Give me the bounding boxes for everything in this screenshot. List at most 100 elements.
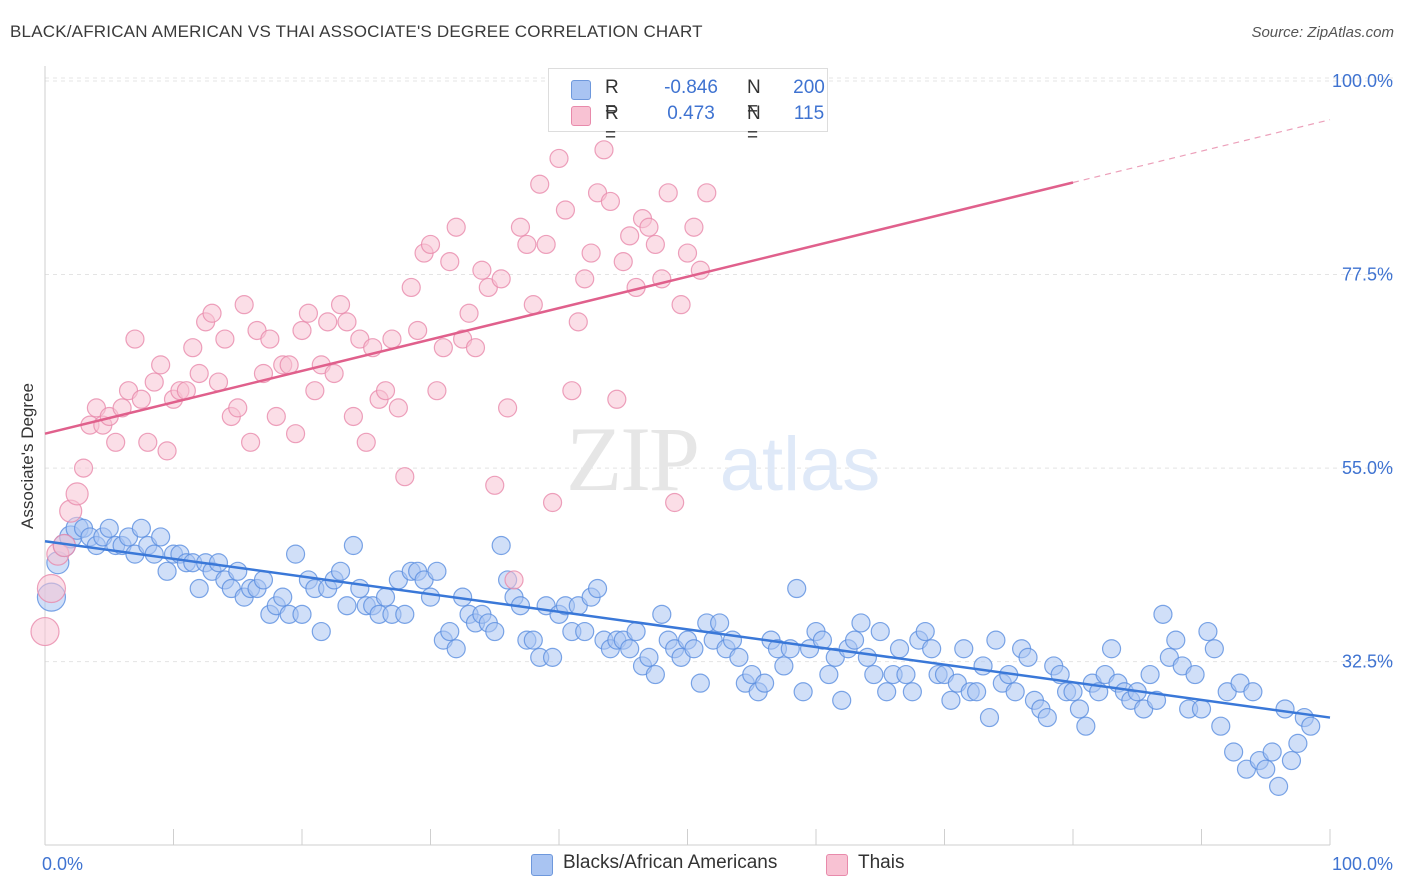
data-point [819,664,839,685]
data-point [491,269,511,289]
series-1 [30,140,717,647]
chart-title: BLACK/AFRICAN AMERICAN VS THAI ASSOCIATE… [10,22,703,41]
data-point [427,381,447,401]
data-point [36,573,67,604]
data-point [30,616,60,647]
data-point [465,338,486,358]
data-point [979,707,1000,728]
data-point [440,252,460,272]
data-point [510,217,531,237]
x-tick-label: 0.0% [42,854,83,874]
data-point [710,613,730,633]
y-tick-label: 100.0% [1332,71,1393,91]
data-point [330,295,351,315]
data-point [793,682,813,702]
data-point [285,544,306,564]
data-point [112,398,132,418]
data-point [279,355,299,375]
data-point [183,338,203,358]
data-point [215,329,235,349]
data-point [337,312,357,332]
data-point [318,312,338,332]
data-point [144,372,164,392]
data-point [337,596,357,616]
axes [44,66,1331,846]
data-point [973,656,993,676]
data-point [1243,682,1263,702]
data-point [1153,604,1173,624]
trend-line [44,181,1074,435]
watermark-zip: ZIP [566,408,698,510]
data-point [568,312,588,332]
data-point [266,406,286,427]
data-point [665,492,685,513]
data-point [131,518,151,538]
data-point [645,234,665,255]
data-point [986,630,1006,650]
data-point [967,682,987,702]
data-point [1211,716,1231,736]
data-point [273,587,293,607]
data-point [877,682,897,702]
data-point [555,200,576,220]
legend-r-value: 0.473 [667,103,715,124]
data-point [202,303,222,323]
data-point [620,226,640,246]
data-point [697,183,717,203]
data-point [375,587,396,607]
data-point [343,535,363,556]
y-tick-label: 55.0% [1342,458,1393,478]
data-point [298,303,319,323]
x-tick-label: 100.0% [1332,854,1393,874]
data-point [1281,750,1302,771]
data-point [1224,742,1244,762]
data-point [504,570,524,590]
data-point [832,690,852,710]
data-point [375,381,396,401]
data-point [189,578,209,599]
data-point [1018,647,1038,667]
data-point [382,329,402,349]
data-point [941,690,961,710]
data-point [388,398,408,418]
data-point [1301,716,1321,736]
data-point [260,329,280,349]
data-point [427,561,447,581]
data-point [542,647,563,667]
data-point [1101,639,1122,659]
data-point [517,234,537,255]
data-point [1275,699,1295,719]
data-point [446,639,466,659]
legend-n-value: 200 [793,77,825,98]
data-point [324,363,344,384]
data-point [857,647,878,667]
data-point [356,432,376,452]
data-point [530,174,550,194]
data-point [954,639,974,659]
data-point [684,217,704,237]
data-point [536,234,556,255]
data-point [401,277,421,298]
data-point [1288,733,1308,753]
data-point [285,424,306,444]
data-point [138,432,158,452]
data-point [889,639,910,659]
data-point [613,252,633,272]
legend-swatch-pink [571,106,591,126]
data-point [690,260,710,280]
data-point [395,467,415,487]
data-point [1005,682,1025,702]
data-point [658,183,678,203]
data-point [626,621,646,642]
data-point [420,234,441,255]
y-axis-label: Associate's Degree [18,383,37,529]
data-point [99,518,119,538]
y-tick-label: 77.5% [1342,265,1393,285]
data-point [1166,630,1186,650]
legend-r-label: R = [605,77,619,120]
data-point [1198,621,1218,642]
data-point [671,295,691,315]
data-point [1069,699,1090,719]
data-point [485,475,505,495]
